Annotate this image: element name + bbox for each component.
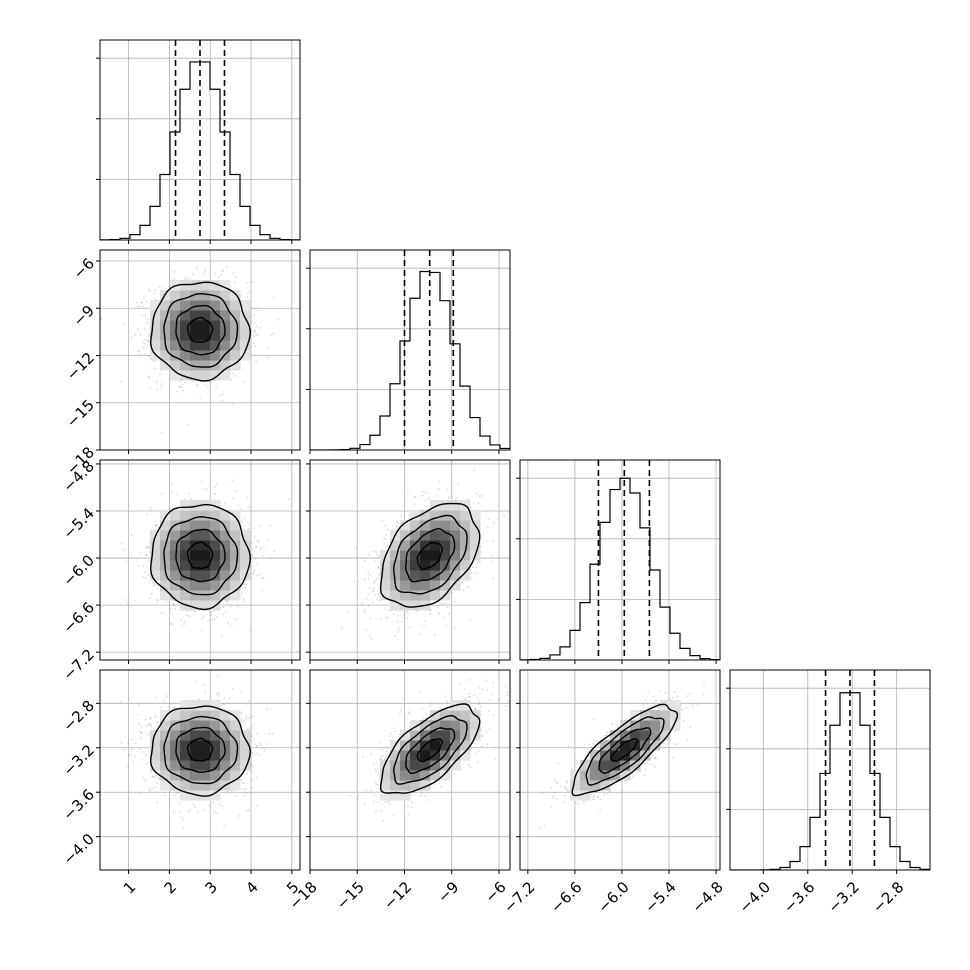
x-tick-label: −15 <box>333 878 368 913</box>
contour-line-2 <box>163 292 239 368</box>
contour-line-3 <box>379 703 481 794</box>
density-shading <box>150 700 251 801</box>
scatter-panel-2-1 <box>306 459 511 664</box>
contour-line-1 <box>175 304 226 356</box>
scatter-panel-3-1: −18 −15 −12 −9 −6 <box>286 669 511 913</box>
contour-line-0 <box>416 738 443 763</box>
x-tick-label: 3 <box>201 878 220 897</box>
contour-line-1 <box>405 527 456 583</box>
contour-line-3 <box>379 502 481 608</box>
histogram-step-2 <box>520 477 720 660</box>
x-tick-label: −2.8 <box>869 878 907 916</box>
panel-frame <box>99 669 301 871</box>
y-tick-label: −3.6 <box>60 786 98 824</box>
y-tick-label: −4.0 <box>60 830 98 868</box>
scatter-panel-1-0: −18−15−12−9−6 <box>63 249 301 478</box>
contour-line-1 <box>405 727 456 775</box>
contour-line-2 <box>393 714 468 785</box>
y-tick-label: −6 <box>70 254 98 282</box>
contour-line-2 <box>163 516 239 596</box>
x-tick-label: −3.2 <box>824 878 862 916</box>
x-tick-label: −7.2 <box>500 878 538 916</box>
scatter-panel-3-0: −4.0−3.6−3.2−2.81 2 3 4 5 <box>60 669 303 898</box>
contour-line-0 <box>186 541 214 570</box>
contour-line-0 <box>610 737 639 762</box>
panel-frame <box>519 459 721 661</box>
contour-line-1 <box>175 528 226 583</box>
histogram-step-1 <box>310 270 510 450</box>
panel-frame <box>309 459 511 661</box>
y-tick-label: −12 <box>63 349 98 384</box>
contour-line-1 <box>598 727 652 774</box>
panel-frame <box>519 669 721 871</box>
histogram-panel-0 <box>96 39 301 244</box>
panel-frame <box>309 249 511 451</box>
panel-frame <box>729 669 931 871</box>
y-tick-label: −6.6 <box>60 598 98 636</box>
y-tick-label: −9 <box>70 302 98 330</box>
panel-frame <box>99 39 301 241</box>
panel-frame <box>309 669 511 871</box>
density-shading <box>570 700 681 801</box>
histogram-panel-2 <box>516 459 721 664</box>
x-tick-label: −3.6 <box>780 878 818 916</box>
contour-line-2 <box>585 716 665 786</box>
contour-line-0 <box>416 541 443 570</box>
contour-line-3 <box>149 705 251 797</box>
x-tick-label: −9 <box>434 878 462 906</box>
contour-line-3 <box>149 281 251 382</box>
x-tick-label: 2 <box>161 878 180 897</box>
scatter-panel-3-2: −7.2 −6.6 −6.0 −5.4 −4.8 <box>500 669 727 917</box>
y-tick-label: −15 <box>63 396 98 431</box>
density-shading <box>380 700 481 801</box>
density-shading <box>380 500 481 611</box>
x-tick-label: −4.0 <box>736 878 774 916</box>
x-tick-label: −5.4 <box>641 878 679 916</box>
panel-frame <box>99 459 301 661</box>
x-tick-label: −4.8 <box>688 878 726 916</box>
contour-line-0 <box>186 737 214 762</box>
x-tick-label: −6.0 <box>594 878 632 916</box>
histogram-step-3 <box>730 692 930 870</box>
x-tick-label: 1 <box>120 878 139 897</box>
contour-line-2 <box>393 514 468 595</box>
panel-frame <box>99 249 301 451</box>
density-shading <box>150 280 251 381</box>
contour-line-2 <box>163 715 239 785</box>
y-tick-label: −6.0 <box>60 551 98 589</box>
histogram-panel-3: −4.0 −3.6 −3.2 −2.8 <box>726 669 931 917</box>
contour-line-1 <box>175 726 226 773</box>
x-tick-label: −12 <box>380 878 415 913</box>
y-tick-label: −2.8 <box>60 697 98 735</box>
contour-line-3 <box>149 504 251 611</box>
contour-line-3 <box>571 703 679 797</box>
contour-line-0 <box>186 316 214 343</box>
y-tick-label: −7.2 <box>60 645 98 683</box>
y-tick-label: −3.2 <box>60 741 98 779</box>
x-tick-label: 4 <box>242 878 261 897</box>
y-tick-label: −5.4 <box>60 504 98 542</box>
scatter-panel-2-0: −7.2−6.6−6.0−5.4−4.8 <box>60 457 301 684</box>
x-tick-label: −6.6 <box>547 878 585 916</box>
histogram-panel-1 <box>306 249 511 454</box>
